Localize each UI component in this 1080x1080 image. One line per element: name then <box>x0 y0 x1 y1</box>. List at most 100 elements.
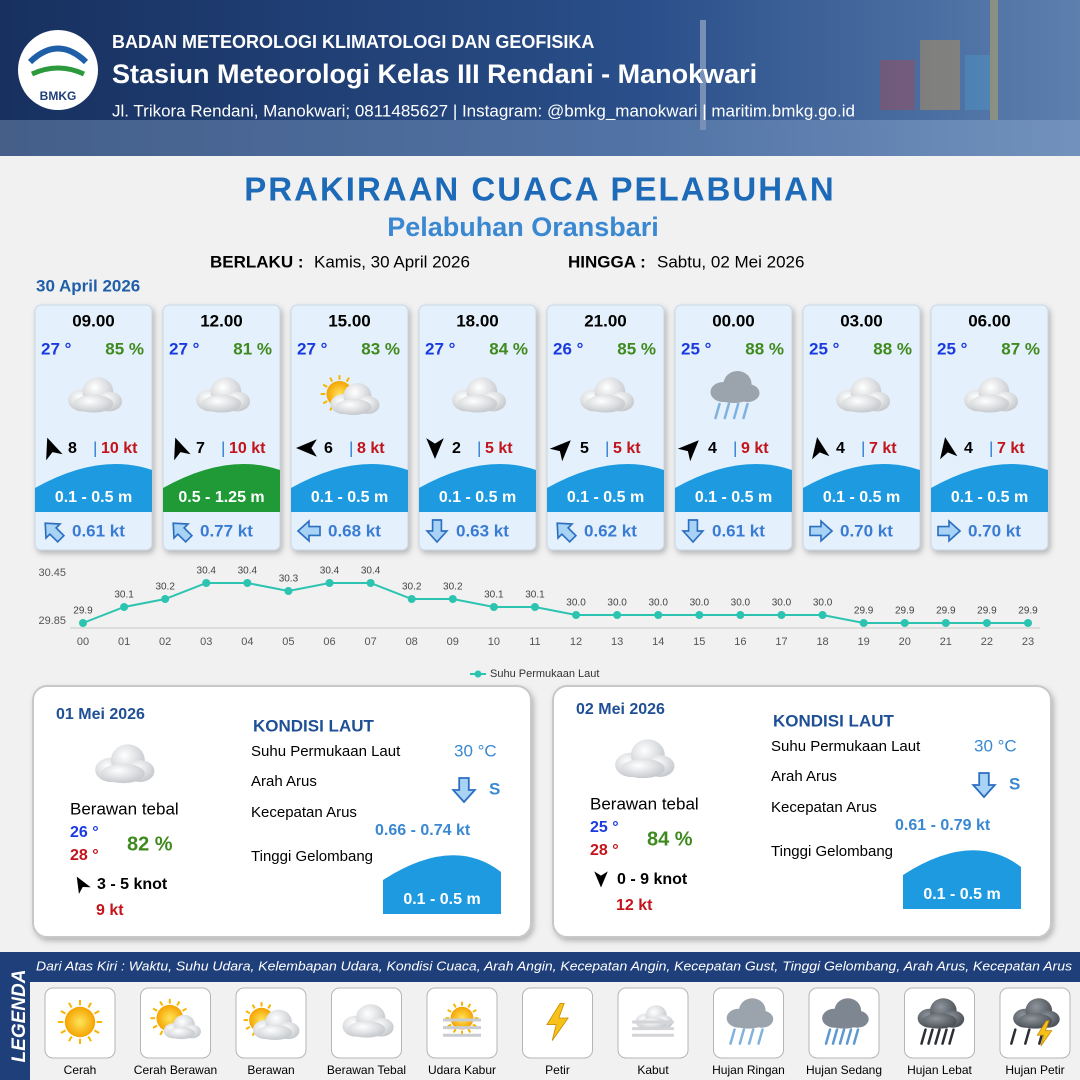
cloud <box>95 744 155 784</box>
day-wave: 0.1 - 0.5 m <box>923 886 1000 903</box>
gust: 7 kt <box>869 440 897 457</box>
rain-drop <box>920 1028 927 1045</box>
header-decor <box>0 0 1080 156</box>
wave-height: 0.1 - 0.5 m <box>55 489 132 506</box>
x-tick-label: 10 <box>488 636 500 648</box>
wind-speed: 8 <box>68 440 77 457</box>
sun-ray <box>60 1029 67 1034</box>
sst-value-label: 30.1 <box>114 590 134 601</box>
cloud <box>1013 998 1060 1029</box>
sun-ray <box>87 1035 92 1042</box>
x-tick-label: 17 <box>775 636 787 648</box>
rain-drop <box>732 402 740 420</box>
gust: 8 kt <box>357 440 385 457</box>
sst-point <box>818 611 827 619</box>
sst-value-label: 29.9 <box>936 606 956 617</box>
sea-label: Kecepatan Arus <box>771 799 877 816</box>
date-label: 30 April 2026 <box>36 276 140 295</box>
legend-item-label: Cerah Berawan <box>134 1063 217 1077</box>
wind-speed: 4 <box>708 440 717 457</box>
cloud-puff <box>826 1013 862 1029</box>
sst-value-label: 30.4 <box>238 566 258 577</box>
sun-ray <box>322 400 328 405</box>
x-tick-label: 02 <box>159 636 171 648</box>
to-label: HINGGA : <box>568 252 646 271</box>
sst-value-label: 30.2 <box>155 582 175 593</box>
from-label: BERLAKU : <box>210 252 304 271</box>
wind-speed: 6 <box>324 440 333 457</box>
sst-value-label: 29.9 <box>73 606 93 617</box>
day-condition: Berawan tebal <box>590 794 699 813</box>
current-range: 0.66 - 0.74 kt <box>375 822 471 839</box>
rain-drop <box>948 1028 955 1045</box>
sst-value-label: 30.3 <box>279 574 299 585</box>
sun-ray <box>93 1010 100 1015</box>
card-temp: 25 ° <box>937 339 968 358</box>
rain-drop <box>729 1028 736 1045</box>
x-tick-label: 18 <box>816 636 828 648</box>
wind-arrow <box>812 437 830 460</box>
gust: 9 kt <box>741 440 769 457</box>
sst-point <box>530 603 539 611</box>
card-temp: 27 ° <box>41 339 72 358</box>
sst-value-label: 30.2 <box>443 582 463 593</box>
wave-band <box>383 855 501 914</box>
subtitle: Pelabuhan Oransbari <box>387 212 659 242</box>
sea-temp: 30 °C <box>454 741 497 760</box>
wind-arrow <box>940 437 958 460</box>
sst-point <box>941 619 950 627</box>
rain-drop <box>747 1028 755 1045</box>
x-tick-label: 03 <box>200 636 212 648</box>
sst-point <box>243 579 252 587</box>
card-humidity: 88 % <box>873 339 912 358</box>
x-tick-label: 15 <box>693 636 705 648</box>
wind-speed: 5 <box>580 440 589 457</box>
cloud <box>726 998 774 1029</box>
wave-height: 0.1 - 0.5 m <box>823 489 900 506</box>
sun-ray <box>329 377 334 383</box>
cloud-puff <box>101 763 145 784</box>
x-tick-label: 23 <box>1022 636 1034 648</box>
legend-label: Suhu Permukaan Laut <box>490 668 599 680</box>
sun-ray <box>68 1002 73 1009</box>
sea-label: Arah Arus <box>771 768 837 785</box>
card-humidity: 87 % <box>1001 339 1040 358</box>
contact: Jl. Trikora Rendani, Manokwari; 08114856… <box>112 101 855 120</box>
rain-drop <box>845 1028 853 1045</box>
cloud-puff <box>585 394 626 413</box>
sea-label: Arah Arus <box>251 773 317 790</box>
cloud <box>68 377 123 413</box>
sea-heading: KONDISI LAUT <box>773 711 895 730</box>
x-tick-label: 21 <box>940 636 952 648</box>
cloud <box>330 383 380 415</box>
card-humidity: 85 % <box>105 339 144 358</box>
current-arrow <box>296 519 321 543</box>
day-gust: 9 kt <box>96 902 124 919</box>
cloud-puff <box>257 1024 292 1041</box>
station-name: Stasiun Meteorologi Kelas III Rendani - … <box>112 59 757 89</box>
cloud-puff <box>73 394 114 413</box>
gust: 10 kt <box>101 440 138 457</box>
sun-ray <box>452 1003 457 1008</box>
sst-point <box>120 603 129 611</box>
sst-value-label: 30.0 <box>772 598 792 609</box>
current-range: 0.61 - 0.79 kt <box>895 817 991 834</box>
x-tick-label: 07 <box>364 636 376 648</box>
sst-point <box>407 595 416 603</box>
x-tick-label: 06 <box>323 636 335 648</box>
gust-separator: | <box>605 438 609 457</box>
sst-point <box>777 611 786 619</box>
legend-item-label: Cerah <box>64 1063 97 1077</box>
current-arrow <box>556 522 578 544</box>
sst-value-label: 30.0 <box>648 598 668 609</box>
current-arrow <box>172 522 194 544</box>
card-time: 06.00 <box>968 311 1011 330</box>
rain-drop <box>714 402 721 420</box>
rain-drop <box>738 1028 746 1045</box>
sst-value-label: 30.0 <box>566 598 586 609</box>
current-arrow <box>681 519 705 544</box>
